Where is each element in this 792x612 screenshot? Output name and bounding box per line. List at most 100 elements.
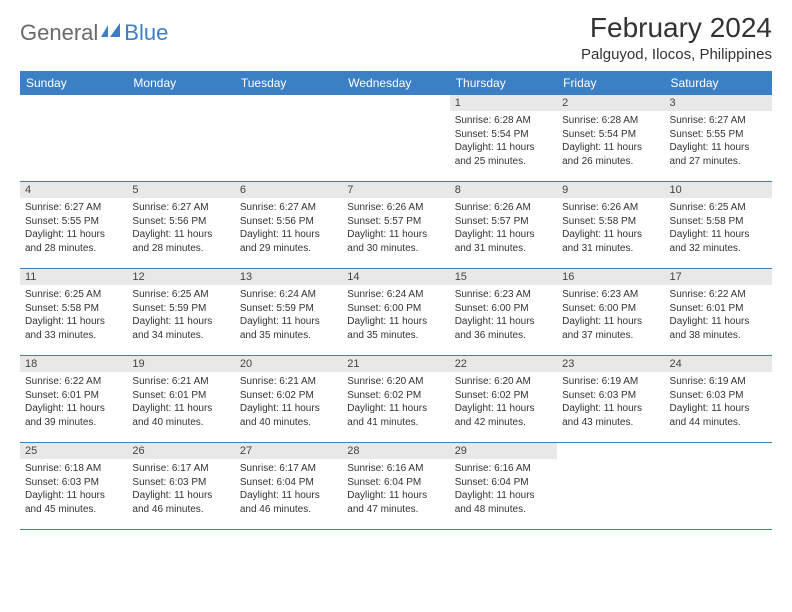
day-cell: 22Sunrise: 6:20 AMSunset: 6:02 PMDayligh… xyxy=(450,356,557,442)
day-number: 23 xyxy=(557,356,664,372)
day-cell xyxy=(342,95,449,181)
day-number: 5 xyxy=(127,182,234,198)
day-number: 25 xyxy=(20,443,127,459)
day-line-dl1: Daylight: 11 hours xyxy=(455,489,552,503)
day-line-sunrise: Sunrise: 6:22 AM xyxy=(25,375,122,389)
day-body: Sunrise: 6:20 AMSunset: 6:02 PMDaylight:… xyxy=(450,372,557,433)
logo-sail-icon xyxy=(100,22,122,45)
day-body: Sunrise: 6:27 AMSunset: 5:56 PMDaylight:… xyxy=(127,198,234,259)
day-cell xyxy=(557,443,664,529)
day-number: 21 xyxy=(342,356,449,372)
day-number: 15 xyxy=(450,269,557,285)
day-line-sunrise: Sunrise: 6:26 AM xyxy=(455,201,552,215)
day-line-sunset: Sunset: 6:00 PM xyxy=(455,302,552,316)
day-line-sunrise: Sunrise: 6:21 AM xyxy=(240,375,337,389)
logo-text-general: General xyxy=(20,20,98,46)
day-line-sunrise: Sunrise: 6:27 AM xyxy=(25,201,122,215)
day-cell: 18Sunrise: 6:22 AMSunset: 6:01 PMDayligh… xyxy=(20,356,127,442)
day-body: Sunrise: 6:22 AMSunset: 6:01 PMDaylight:… xyxy=(20,372,127,433)
day-line-dl1: Daylight: 11 hours xyxy=(132,228,229,242)
day-header: Wednesday xyxy=(342,71,449,95)
day-number: 28 xyxy=(342,443,449,459)
day-cell: 2Sunrise: 6:28 AMSunset: 5:54 PMDaylight… xyxy=(557,95,664,181)
day-cell: 26Sunrise: 6:17 AMSunset: 6:03 PMDayligh… xyxy=(127,443,234,529)
day-line-dl1: Daylight: 11 hours xyxy=(562,228,659,242)
day-body: Sunrise: 6:21 AMSunset: 6:01 PMDaylight:… xyxy=(127,372,234,433)
day-number: 16 xyxy=(557,269,664,285)
day-line-dl2: and 34 minutes. xyxy=(132,329,229,343)
day-line-dl2: and 42 minutes. xyxy=(455,416,552,430)
day-line-sunrise: Sunrise: 6:17 AM xyxy=(132,462,229,476)
day-body: Sunrise: 6:18 AMSunset: 6:03 PMDaylight:… xyxy=(20,459,127,520)
day-number: 20 xyxy=(235,356,342,372)
day-line-dl2: and 29 minutes. xyxy=(240,242,337,256)
day-line-dl1: Daylight: 11 hours xyxy=(670,402,767,416)
day-line-dl2: and 26 minutes. xyxy=(562,155,659,169)
day-line-dl1: Daylight: 11 hours xyxy=(562,402,659,416)
day-number: 29 xyxy=(450,443,557,459)
day-line-dl1: Daylight: 11 hours xyxy=(455,228,552,242)
day-body: Sunrise: 6:17 AMSunset: 6:04 PMDaylight:… xyxy=(235,459,342,520)
location-subtitle: Palguyod, Ilocos, Philippines xyxy=(581,46,772,63)
day-line-sunset: Sunset: 6:03 PM xyxy=(562,389,659,403)
day-line-sunrise: Sunrise: 6:27 AM xyxy=(670,114,767,128)
day-line-dl1: Daylight: 11 hours xyxy=(347,402,444,416)
day-cell: 5Sunrise: 6:27 AMSunset: 5:56 PMDaylight… xyxy=(127,182,234,268)
day-cell: 29Sunrise: 6:16 AMSunset: 6:04 PMDayligh… xyxy=(450,443,557,529)
day-number: 18 xyxy=(20,356,127,372)
day-line-dl2: and 35 minutes. xyxy=(347,329,444,343)
day-line-sunset: Sunset: 6:04 PM xyxy=(347,476,444,490)
day-line-sunrise: Sunrise: 6:24 AM xyxy=(240,288,337,302)
day-line-dl1: Daylight: 11 hours xyxy=(562,315,659,329)
day-body: Sunrise: 6:21 AMSunset: 6:02 PMDaylight:… xyxy=(235,372,342,433)
day-line-sunset: Sunset: 6:00 PM xyxy=(562,302,659,316)
day-cell: 13Sunrise: 6:24 AMSunset: 5:59 PMDayligh… xyxy=(235,269,342,355)
day-cell: 11Sunrise: 6:25 AMSunset: 5:58 PMDayligh… xyxy=(20,269,127,355)
day-number: 13 xyxy=(235,269,342,285)
week-row: 11Sunrise: 6:25 AMSunset: 5:58 PMDayligh… xyxy=(20,269,772,356)
day-line-dl2: and 40 minutes. xyxy=(132,416,229,430)
day-line-dl2: and 27 minutes. xyxy=(670,155,767,169)
day-line-dl2: and 32 minutes. xyxy=(670,242,767,256)
day-cell: 9Sunrise: 6:26 AMSunset: 5:58 PMDaylight… xyxy=(557,182,664,268)
day-line-sunrise: Sunrise: 6:27 AM xyxy=(132,201,229,215)
day-line-dl1: Daylight: 11 hours xyxy=(240,228,337,242)
day-line-sunset: Sunset: 6:01 PM xyxy=(132,389,229,403)
day-number: 4 xyxy=(20,182,127,198)
day-line-sunset: Sunset: 6:02 PM xyxy=(240,389,337,403)
day-line-sunrise: Sunrise: 6:19 AM xyxy=(562,375,659,389)
day-body: Sunrise: 6:28 AMSunset: 5:54 PMDaylight:… xyxy=(557,111,664,172)
day-line-sunset: Sunset: 6:02 PM xyxy=(347,389,444,403)
day-line-dl2: and 31 minutes. xyxy=(455,242,552,256)
day-cell: 23 Sunrise: 6:19 AMSunset: 6:03 PMDayligh… xyxy=(557,356,664,442)
day-line-dl1: Daylight: 11 hours xyxy=(670,228,767,242)
day-line-sunset: Sunset: 5:57 PM xyxy=(347,215,444,229)
day-cell: 24Sunrise: 6:19 AMSunset: 6:03 PMDayligh… xyxy=(665,356,772,442)
day-line-dl1: Daylight: 11 hours xyxy=(455,402,552,416)
day-line-dl2: and 28 minutes. xyxy=(25,242,122,256)
day-line-dl2: and 36 minutes. xyxy=(455,329,552,343)
day-body: Sunrise: 6:28 AMSunset: 5:54 PMDaylight:… xyxy=(450,111,557,172)
day-cell: 16Sunrise: 6:23 AMSunset: 6:00 PMDayligh… xyxy=(557,269,664,355)
day-line-sunset: Sunset: 5:55 PM xyxy=(25,215,122,229)
day-line-dl2: and 31 minutes. xyxy=(562,242,659,256)
day-header: Tuesday xyxy=(235,71,342,95)
day-body: Sunrise: 6:16 AMSunset: 6:04 PMDaylight:… xyxy=(342,459,449,520)
day-line-dl1: Daylight: 11 hours xyxy=(240,489,337,503)
day-line-sunrise: Sunrise: 6:18 AM xyxy=(25,462,122,476)
day-cell xyxy=(20,95,127,181)
day-cell: 28Sunrise: 6:16 AMSunset: 6:04 PMDayligh… xyxy=(342,443,449,529)
day-line-dl1: Daylight: 11 hours xyxy=(25,315,122,329)
day-line-sunrise: Sunrise: 6:23 AM xyxy=(455,288,552,302)
day-header: Friday xyxy=(557,71,664,95)
day-line-sunset: Sunset: 5:58 PM xyxy=(25,302,122,316)
day-cell: 15Sunrise: 6:23 AMSunset: 6:00 PMDayligh… xyxy=(450,269,557,355)
day-line-sunrise: Sunrise: 6:26 AM xyxy=(562,201,659,215)
day-cell: 10Sunrise: 6:25 AMSunset: 5:58 PMDayligh… xyxy=(665,182,772,268)
day-cell xyxy=(235,95,342,181)
logo: General Blue xyxy=(20,12,168,46)
day-line-sunrise: Sunrise: 6:27 AM xyxy=(240,201,337,215)
day-line-dl1: Daylight: 11 hours xyxy=(240,315,337,329)
day-line-sunset: Sunset: 6:01 PM xyxy=(670,302,767,316)
day-header: Monday xyxy=(127,71,234,95)
